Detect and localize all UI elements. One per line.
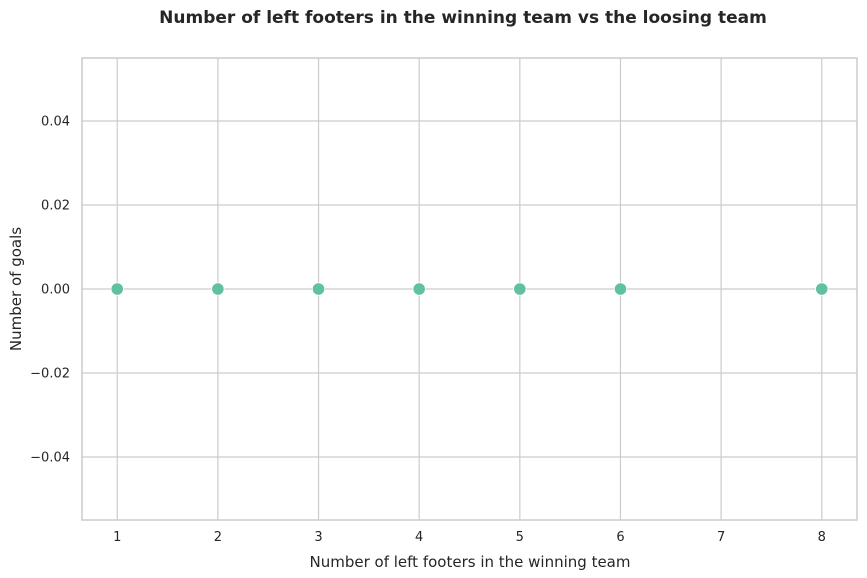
x-tick-label: 6 — [616, 530, 624, 545]
chart-title: Number of left footers in the winning te… — [159, 8, 767, 28]
y-tick-labels: −0.04 −0.02 0.00 0.02 0.04 — [30, 115, 70, 466]
y-tick-label: −0.04 — [30, 451, 70, 466]
y-tick-label: 0.02 — [41, 199, 70, 214]
data-point — [211, 282, 225, 296]
x-tick-label: 8 — [818, 530, 826, 545]
x-tick-label: 7 — [717, 530, 725, 545]
data-points — [110, 282, 829, 296]
data-point — [110, 282, 124, 296]
x-tick-label: 4 — [415, 530, 423, 545]
x-tick-label: 1 — [113, 530, 121, 545]
grid — [82, 58, 857, 520]
y-tick-label: −0.02 — [30, 367, 70, 382]
x-tick-label: 5 — [516, 530, 524, 545]
x-tick-label: 2 — [214, 530, 222, 545]
x-tick-labels: 1 2 3 4 5 6 7 8 — [113, 530, 826, 545]
data-point — [513, 282, 527, 296]
y-tick-label: 0.00 — [41, 283, 70, 298]
y-axis-label: Number of goals — [7, 227, 25, 351]
x-axis-label: Number of left footers in the winning te… — [310, 553, 631, 571]
data-point — [311, 282, 326, 296]
y-tick-label: 0.04 — [41, 115, 70, 130]
data-point — [613, 282, 628, 296]
plot-frame — [81, 57, 858, 521]
data-point — [815, 282, 829, 296]
data-point — [412, 282, 426, 296]
x-tick-label: 3 — [314, 530, 322, 545]
